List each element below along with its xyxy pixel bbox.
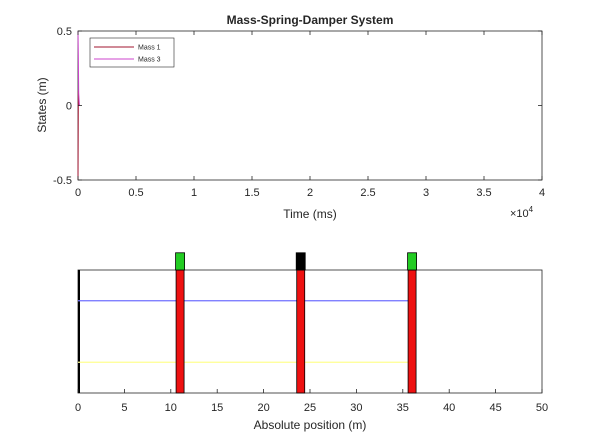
position-x-tick-label: 0 (75, 402, 81, 414)
mass-bar-3 (407, 269, 417, 394)
legend-entry-label: Mass 3 (138, 57, 161, 64)
mass-cap-2 (295, 252, 306, 271)
mass-cap-3 (407, 252, 417, 271)
position-x-tick-label: 35 (397, 402, 409, 414)
position-x-tick-labels: 0 5 10 15 20 25 30 35 40 45 50 (75, 389, 548, 414)
position-x-tick-label: 5 (121, 402, 127, 414)
x-tick-label: 1.5 (244, 187, 259, 199)
x-axis-label: Time (ms) (283, 207, 337, 221)
mass-bar-1 (175, 269, 185, 394)
position-x-tick-label: 15 (211, 402, 223, 414)
y-tick-label: 0.5 (57, 26, 72, 38)
x-exponent-base: ×10 (510, 208, 529, 220)
x-tick-label: 3.5 (476, 187, 491, 199)
x-tick-label: 1 (191, 187, 197, 199)
x-exponent-label: ×104 (510, 205, 534, 220)
series-lines (77, 30, 80, 181)
x-tick-labels: 0 0.5 1 1.5 2 2.5 3 3.5 4 (75, 31, 545, 199)
position-x-tick-label: 40 (443, 402, 455, 414)
mass-cap-1 (175, 252, 185, 271)
series-line-2 (77, 30, 80, 106)
y-tick-labels: -0.5 0 0.5 (53, 26, 542, 187)
x-tick-label: 0 (75, 187, 81, 199)
plot-title: Mass-Spring-Damper System (227, 13, 394, 27)
x-tick-label: 3 (423, 187, 429, 199)
position-x-tick-label: 45 (489, 402, 501, 414)
position-plot: 0 5 10 15 20 25 30 35 40 45 50 Absolute position (… (75, 252, 548, 432)
legend-entry-label: Mass 1 (138, 45, 161, 52)
position-x-axis-label: Absolute position (m) (254, 418, 367, 432)
position-x-tick-label: 25 (304, 402, 316, 414)
y-axis-label: States (m) (35, 77, 49, 132)
legend: Mass 1 Mass 3 (89, 37, 175, 68)
animation-marks (78, 252, 417, 394)
x-tick-label: 0.5 (128, 187, 143, 199)
legend-box (89, 37, 175, 68)
y-tick-label: -0.5 (53, 175, 72, 187)
x-tick-label: 2.5 (360, 187, 375, 199)
legend-entries: Mass 1 Mass 3 (94, 45, 161, 64)
position-plot-box (77, 269, 543, 394)
y-tick-label: 0 (66, 101, 72, 113)
position-x-tick-label: 50 (536, 402, 548, 414)
position-x-tick-label: 30 (350, 402, 362, 414)
mass-bar-2 (296, 269, 306, 394)
states-plot: Mass-Spring-Damper System 0 0.5 1 1.5 2 2.5 3 3… (35, 13, 545, 221)
x-exponent-power: 4 (529, 205, 534, 214)
position-x-tick-label: 10 (165, 402, 177, 414)
x-tick-label: 2 (307, 187, 313, 199)
position-x-tick-label: 20 (257, 402, 269, 414)
x-tick-label: 4 (539, 187, 545, 199)
